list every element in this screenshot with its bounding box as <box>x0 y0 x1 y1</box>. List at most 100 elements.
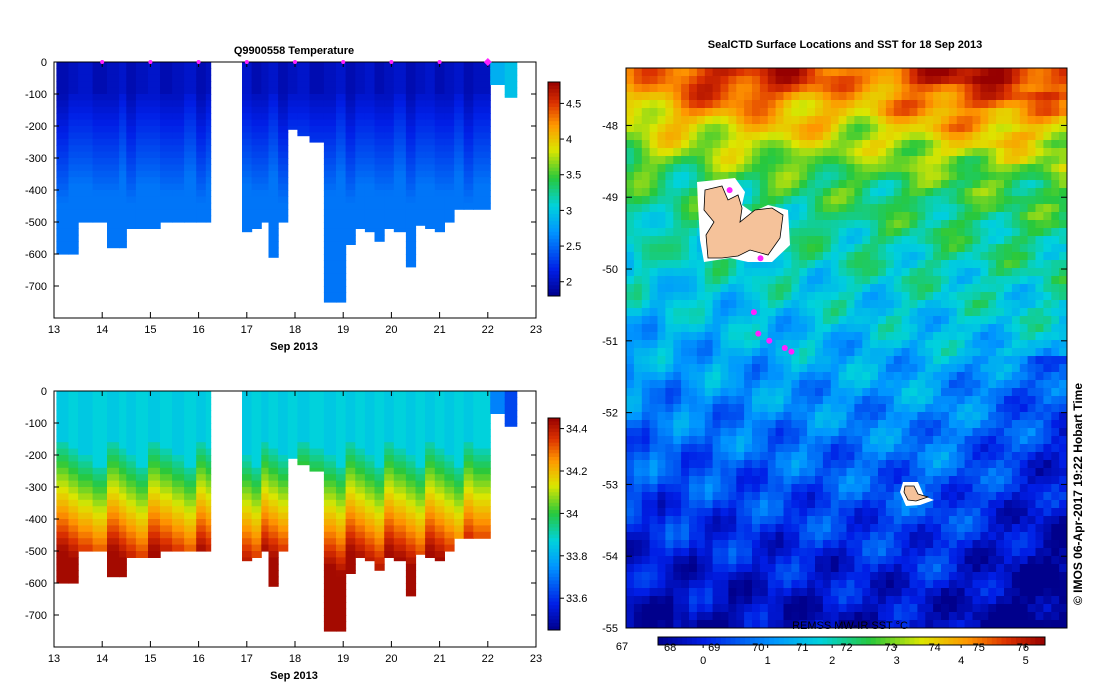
sst-cell <box>657 308 666 317</box>
sst-cell <box>775 268 784 277</box>
sst-cell <box>689 204 698 213</box>
sst-cell <box>941 316 950 325</box>
temperature-cell <box>463 106 474 114</box>
salinity-cell <box>454 429 465 437</box>
temperature-colorbar-cell <box>548 196 560 201</box>
temperature-cell <box>405 94 417 101</box>
sst-cell <box>854 380 863 389</box>
temperature-cell <box>393 119 407 127</box>
temperature-cell <box>336 234 347 242</box>
sst-cell <box>1019 124 1029 133</box>
temperature-cell <box>160 113 173 121</box>
sst-cell <box>704 116 714 125</box>
sst-cell <box>964 364 973 373</box>
sst-cell <box>893 148 903 157</box>
temperature-cell <box>196 209 207 217</box>
sst-cell <box>830 324 840 333</box>
salinity-cell <box>287 435 298 443</box>
temperature-cell <box>126 164 137 172</box>
sst-cell <box>1051 164 1060 173</box>
salinity-cell <box>323 627 337 632</box>
sst-cell <box>752 84 761 93</box>
salinity-cell <box>323 429 337 437</box>
salinity-cell <box>405 583 417 590</box>
salinity-cell <box>345 416 356 424</box>
temperature-cell <box>323 158 337 165</box>
temperature-profile <box>119 62 127 249</box>
salinity-cell <box>364 435 376 443</box>
salinity-cell <box>172 525 185 533</box>
salinity-cell <box>364 410 376 418</box>
sst-cell <box>956 316 966 325</box>
sst-cell <box>649 268 658 277</box>
sst-cell <box>696 164 706 173</box>
sst-cell <box>1019 220 1029 229</box>
temperature-cell <box>119 196 127 204</box>
salinity-cell <box>184 416 197 424</box>
salinity-cell <box>415 403 426 411</box>
salinity-cell <box>126 499 137 507</box>
sst-cell <box>807 332 816 341</box>
sst-cell <box>846 92 855 101</box>
salinity-cell <box>384 519 395 526</box>
salinity-cell <box>251 397 262 405</box>
temperature-cell <box>345 183 356 191</box>
sst-cell <box>909 396 918 405</box>
sst-cell <box>980 436 989 445</box>
temperature-colorbar-label: 2 <box>566 277 572 289</box>
temperature-cell <box>242 119 253 127</box>
temperature-cell <box>126 158 137 165</box>
sst-cell <box>830 308 840 317</box>
salinity-cell <box>463 461 474 469</box>
sst-cell <box>941 236 950 245</box>
temperature-cell <box>405 138 417 146</box>
sst-cell <box>980 340 989 349</box>
temperature-cell <box>268 234 279 242</box>
sst-cell <box>649 412 658 421</box>
temperature-cell <box>261 145 270 153</box>
salinity-cell <box>107 480 120 488</box>
sst-cell <box>933 68 942 77</box>
salinity-cell <box>355 403 366 411</box>
temperature-cell <box>261 100 270 108</box>
sst-cell <box>728 68 737 77</box>
sst-cell <box>641 220 651 229</box>
sst-cell <box>980 316 989 325</box>
salinity-x-axis: 13 14 15 16 17 18 19 20 21 22 23 <box>48 391 542 665</box>
salinity-cell <box>160 442 173 450</box>
sst-cell <box>704 140 714 149</box>
sst-cell <box>799 244 808 253</box>
salinity-colorbar-cell <box>548 492 560 497</box>
sst-cell <box>1027 396 1036 405</box>
temperature-cell <box>68 81 79 89</box>
temperature-cell <box>196 68 207 76</box>
sst-cell <box>704 124 714 133</box>
salinity-cell <box>364 551 376 558</box>
salinity-cell <box>242 416 253 424</box>
sst-cell <box>870 180 879 189</box>
temperature-cell <box>434 177 445 185</box>
sst-cell <box>885 188 895 197</box>
sst-cell <box>988 260 997 269</box>
temperature-cell <box>405 222 417 229</box>
salinity-cell <box>78 487 94 494</box>
temperature-cell <box>126 202 137 210</box>
sst-cell <box>728 388 737 397</box>
salinity-cell <box>444 512 455 520</box>
sst-cell <box>838 92 847 101</box>
sst-cell <box>665 156 674 165</box>
temperature-cell <box>323 119 337 127</box>
sst-cell <box>1004 196 1013 205</box>
sst-cell <box>878 108 887 117</box>
sst-cell <box>815 436 824 445</box>
sst-cell <box>681 420 690 429</box>
salinity-cell <box>384 423 395 430</box>
temperature-cell <box>160 170 173 178</box>
sst-cell <box>1019 268 1029 277</box>
sst-cell <box>1004 236 1013 245</box>
salinity-colorbar-cell <box>548 488 560 493</box>
temperature-cell <box>425 170 436 178</box>
sst-cell <box>704 332 714 341</box>
sst-cell <box>972 140 981 149</box>
sst-cell <box>1059 148 1068 157</box>
